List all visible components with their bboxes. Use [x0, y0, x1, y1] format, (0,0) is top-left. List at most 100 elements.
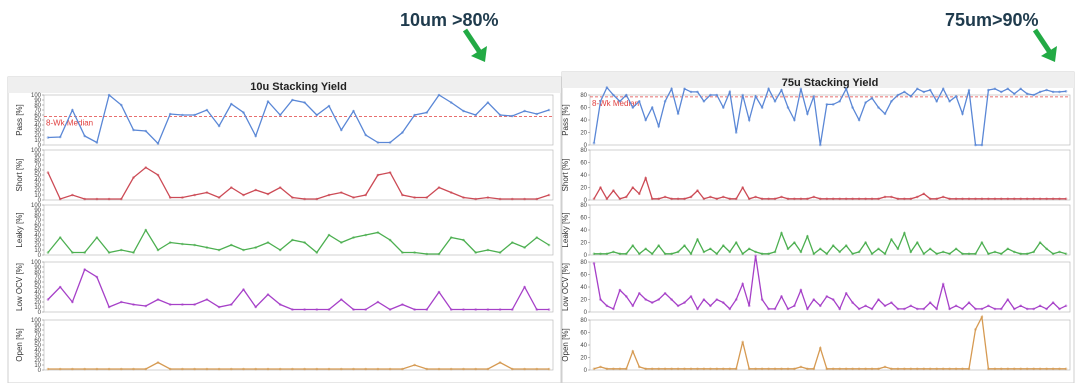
- data-point: [618, 252, 622, 256]
- data-point: [741, 186, 744, 189]
- y-tick-label: 40: [580, 173, 587, 179]
- data-point: [676, 112, 680, 116]
- data-point: [864, 197, 867, 201]
- data-point: [696, 90, 699, 94]
- data-point: [266, 293, 270, 296]
- data-point: [486, 367, 490, 371]
- data-point: [1038, 241, 1042, 244]
- chart-title-bar: [8, 77, 561, 93]
- data-point: [58, 285, 62, 289]
- data-point: [657, 298, 660, 301]
- data-point: [896, 367, 900, 371]
- y-tick-label: 60: [580, 331, 587, 337]
- data-point: [340, 191, 343, 194]
- data-point: [709, 93, 712, 97]
- data-point: [974, 252, 977, 256]
- data-point: [709, 367, 712, 371]
- data-point: [498, 251, 502, 254]
- data-point: [825, 367, 829, 371]
- data-point: [511, 114, 514, 118]
- y-tick-label: 70: [34, 163, 41, 169]
- y-axis-label: Low OCV [%]: [15, 263, 24, 311]
- data-point: [58, 367, 62, 371]
- data-point: [413, 251, 416, 254]
- data-point: [592, 367, 596, 371]
- panel-frame: [589, 319, 1071, 371]
- data-point: [909, 95, 913, 98]
- data-point: [425, 252, 429, 256]
- data-point: [683, 367, 686, 371]
- data-point: [618, 197, 622, 201]
- y-tick-label: 60: [580, 161, 587, 167]
- y-tick-label: 80: [34, 103, 41, 109]
- data-point: [193, 113, 196, 117]
- data-point: [928, 247, 932, 251]
- data-point: [1038, 197, 1042, 201]
- y-tick-label: 100: [31, 260, 42, 266]
- data-point: [1000, 367, 1003, 371]
- data-point: [734, 197, 738, 201]
- data-point: [376, 141, 380, 144]
- data-point: [352, 109, 355, 113]
- data-point: [364, 193, 368, 197]
- data-point: [709, 304, 712, 308]
- data-point: [806, 367, 809, 371]
- y-tick-label: 80: [34, 158, 41, 164]
- y-axis-label: Leaky [%]: [561, 212, 570, 247]
- data-point: [612, 93, 615, 97]
- y-tick-label: 90: [34, 153, 41, 159]
- data-point: [896, 247, 900, 251]
- data-point: [327, 104, 331, 108]
- data-point: [425, 111, 429, 114]
- data-point: [987, 252, 990, 256]
- data-point: [618, 288, 622, 292]
- data-point: [132, 367, 135, 371]
- data-point: [819, 346, 822, 350]
- y-tick-label: 10: [34, 138, 41, 144]
- data-point: [58, 197, 62, 201]
- data-point: [474, 251, 478, 254]
- data-point: [883, 195, 887, 199]
- data-point: [535, 308, 539, 311]
- data-point: [831, 197, 835, 201]
- data-point: [851, 367, 854, 371]
- data-point: [851, 301, 854, 304]
- data-point: [967, 197, 971, 201]
- data-point: [462, 238, 465, 242]
- data-point: [71, 300, 74, 304]
- data-point: [364, 367, 368, 371]
- data-point: [890, 301, 893, 304]
- data-point: [715, 252, 719, 256]
- data-point: [437, 186, 441, 189]
- data-point: [741, 252, 744, 256]
- panel-frame: [589, 204, 1071, 256]
- data-point: [46, 298, 50, 301]
- data-point: [631, 350, 635, 353]
- data-point: [877, 298, 880, 301]
- y-tick-label: 20: [580, 186, 587, 192]
- data-point: [767, 367, 770, 371]
- data-point: [474, 197, 478, 201]
- data-point: [547, 308, 551, 311]
- chart-title: 10u Stacking Yield: [250, 81, 347, 93]
- data-point: [683, 244, 686, 247]
- data-point: [793, 197, 796, 201]
- data-point: [498, 197, 502, 201]
- data-point: [132, 128, 135, 132]
- y-tick-label: 20: [34, 133, 41, 139]
- y-tick-label: 20: [34, 188, 41, 194]
- data-point: [909, 304, 913, 308]
- data-point: [592, 262, 596, 265]
- data-point: [715, 197, 719, 201]
- data-point: [890, 238, 893, 241]
- data-point: [107, 305, 111, 309]
- data-point: [941, 282, 945, 286]
- callout-arrow-head: [471, 46, 487, 62]
- data-point: [831, 103, 835, 106]
- data-point: [71, 251, 74, 254]
- data-point: [631, 106, 635, 109]
- data-point: [266, 241, 270, 244]
- y-tick-label: 50: [34, 118, 41, 124]
- y-tick-label: 40: [580, 228, 587, 234]
- data-point: [838, 250, 841, 254]
